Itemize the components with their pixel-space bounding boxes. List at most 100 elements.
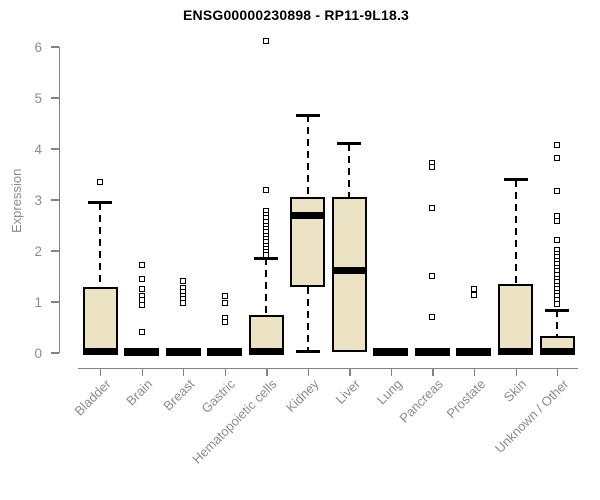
outlier-point-brain (138, 328, 145, 335)
x-axis-tick-breast (183, 369, 185, 376)
median-line-unknown-other (539, 348, 575, 356)
y-axis-tick-4 (51, 148, 59, 150)
x-axis-tick-pancreas (432, 369, 434, 376)
whisker-upper-cap-hematopoietic-cells (254, 256, 279, 260)
whisker-upper-hematopoietic-cells (265, 258, 268, 315)
whisker-upper-skin (514, 179, 517, 285)
outlier-point-bladder (97, 179, 103, 186)
outlier-point-brain (138, 286, 145, 293)
x-axis-tick-brain (141, 369, 143, 376)
y-axis-tick-0 (51, 352, 59, 354)
median-line-bladder (82, 348, 118, 356)
x-category-label-lung: Lung (373, 376, 405, 408)
median-line-breast (165, 348, 201, 356)
outlier-point-prostate (470, 285, 477, 292)
outlier-point-unknown-other (554, 141, 561, 148)
outlier-point-hematopoietic-cells (263, 252, 270, 259)
box-bladder (82, 286, 118, 353)
outlier-point-brain (138, 301, 145, 308)
x-axis-tick-hematopoietic-cells (266, 369, 268, 376)
whisker-upper-bladder (99, 202, 101, 287)
x-axis-tick-gastric (224, 369, 227, 376)
outlier-point-pancreas (429, 205, 436, 212)
median-line-kidney (290, 211, 326, 219)
y-tick-label-0: 0 (34, 345, 42, 361)
median-line-liver (331, 266, 367, 274)
whisker-upper-kidney (306, 115, 309, 197)
outlier-point-breast (180, 300, 187, 307)
y-tick-label-4: 4 (34, 141, 42, 157)
x-category-label-liver: Liver (332, 376, 364, 407)
y-tick-label-1: 1 (34, 294, 42, 310)
outlier-point-pancreas (429, 313, 436, 320)
whisker-upper-cap-liver (337, 142, 362, 146)
x-axis-tick-liver (349, 369, 351, 376)
whisker-upper-cap-kidney (295, 113, 320, 117)
y-tick-label-5: 5 (34, 90, 42, 106)
x-category-label-bladder: Bladder (71, 376, 114, 419)
y-axis-tick-2 (51, 250, 59, 252)
whisker-upper-cap-bladder (88, 201, 112, 205)
outlier-point-gastric (221, 292, 228, 299)
x-category-label-pancreas: Pancreas (396, 376, 447, 426)
median-line-brain (124, 348, 160, 356)
outlier-point-unknown-other (554, 155, 561, 162)
outlier-point-gastric (221, 300, 228, 307)
outlier-point-prostate (470, 291, 477, 298)
y-tick-label-3: 3 (34, 192, 42, 208)
x-category-label-breast: Breast (159, 376, 198, 414)
x-category-label-skin: Skin (500, 376, 530, 405)
outlier-point-breast (180, 277, 187, 284)
outlier-point-hematopoietic-cells (263, 37, 270, 44)
y-axis-tick-3 (51, 199, 59, 201)
whisker-upper-liver (348, 143, 351, 198)
box-skin (498, 284, 533, 353)
box-kidney (290, 196, 326, 287)
median-line-prostate (456, 348, 492, 356)
median-line-lung (373, 348, 409, 356)
y-axis-tick-1 (51, 301, 59, 303)
x-category-label-unknown-other: Unknown / Other (491, 376, 571, 456)
outlier-point-brain (138, 262, 145, 269)
y-axis-line (59, 47, 61, 353)
x-axis-tick-bladder (100, 369, 102, 376)
outlier-point-pancreas (429, 163, 436, 170)
outlier-point-gastric (221, 319, 228, 326)
x-axis-tick-skin (515, 369, 517, 376)
outlier-point-brain (138, 276, 145, 283)
outlier-point-unknown-other (554, 236, 561, 243)
outlier-point-pancreas (429, 272, 436, 279)
whisker-lower-cap-kidney (295, 350, 320, 354)
y-tick-label-6: 6 (34, 39, 42, 55)
median-line-gastric (207, 348, 243, 356)
outlier-point-unknown-other (554, 300, 561, 307)
y-axis-tick-5 (51, 97, 59, 99)
whisker-upper-unknown-other (556, 310, 559, 337)
x-axis-tick-prostate (473, 369, 476, 376)
x-category-label-brain: Brain (123, 376, 156, 409)
chart-title: ENSG00000230898 - RP11-9L18.3 (182, 7, 410, 23)
y-tick-label-2: 2 (34, 243, 42, 259)
median-line-pancreas (414, 348, 450, 356)
x-axis-tick-kidney (307, 369, 310, 376)
y-axis-tick-6 (51, 46, 59, 48)
x-axis-tick-unknown-other (557, 369, 559, 376)
box-liver (331, 197, 367, 353)
whisker-lower-kidney (306, 286, 309, 352)
x-category-label-gastric: Gastric (198, 376, 239, 417)
x-axis-tick-lung (390, 369, 393, 376)
box-hematopoietic-cells (248, 314, 284, 353)
x-category-label-kidney: Kidney (282, 376, 322, 416)
outlier-point-unknown-other (554, 218, 561, 225)
x-axis-line (78, 368, 578, 370)
outlier-point-hematopoietic-cells (263, 186, 270, 193)
outlier-point-unknown-other (554, 187, 561, 194)
median-line-hematopoietic-cells (248, 348, 284, 356)
whisker-upper-cap-skin (503, 178, 528, 182)
whisker-upper-cap-unknown-other (545, 308, 570, 312)
x-category-label-prostate: Prostate (443, 376, 488, 422)
x-category-label-hematopoietic-cells: Hematopoietic cells (189, 376, 281, 467)
median-line-skin (498, 348, 533, 356)
